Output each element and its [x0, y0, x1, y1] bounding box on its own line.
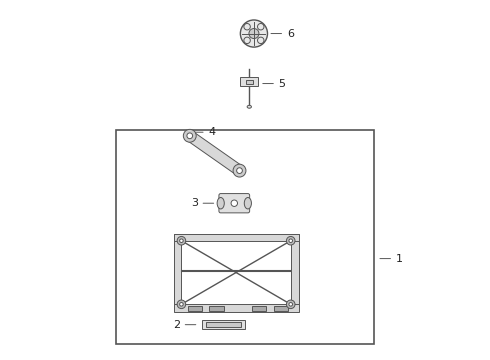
Circle shape	[180, 302, 183, 306]
Bar	[173, 234, 298, 241]
Circle shape	[183, 129, 196, 142]
Circle shape	[289, 239, 293, 243]
Text: 1: 1	[396, 253, 403, 264]
Bar	[273, 306, 288, 311]
Ellipse shape	[217, 198, 224, 209]
FancyBboxPatch shape	[219, 194, 249, 213]
Text: 3: 3	[192, 198, 198, 208]
Circle shape	[177, 237, 186, 245]
Bar	[291, 234, 298, 304]
Bar	[245, 80, 253, 84]
Bar	[209, 306, 223, 311]
Text: 5: 5	[279, 78, 286, 89]
Ellipse shape	[231, 200, 238, 206]
Circle shape	[180, 239, 183, 243]
Circle shape	[241, 20, 268, 47]
Text: 6: 6	[287, 28, 294, 39]
Bar	[252, 306, 267, 311]
Bar	[117, 130, 373, 344]
Bar	[202, 320, 245, 329]
Bar	[206, 322, 242, 327]
Circle shape	[249, 28, 259, 39]
Text: 4: 4	[208, 127, 216, 137]
Ellipse shape	[245, 198, 251, 209]
Bar	[173, 234, 181, 304]
Bar	[241, 77, 258, 86]
Circle shape	[177, 300, 186, 309]
Circle shape	[233, 164, 246, 177]
Circle shape	[287, 237, 295, 245]
Circle shape	[289, 302, 293, 306]
Bar	[173, 304, 298, 312]
Circle shape	[187, 133, 193, 139]
Polygon shape	[185, 130, 244, 176]
Text: 2: 2	[173, 320, 180, 330]
Ellipse shape	[247, 105, 251, 108]
Circle shape	[237, 168, 243, 174]
Circle shape	[287, 300, 295, 309]
Bar	[188, 306, 202, 311]
